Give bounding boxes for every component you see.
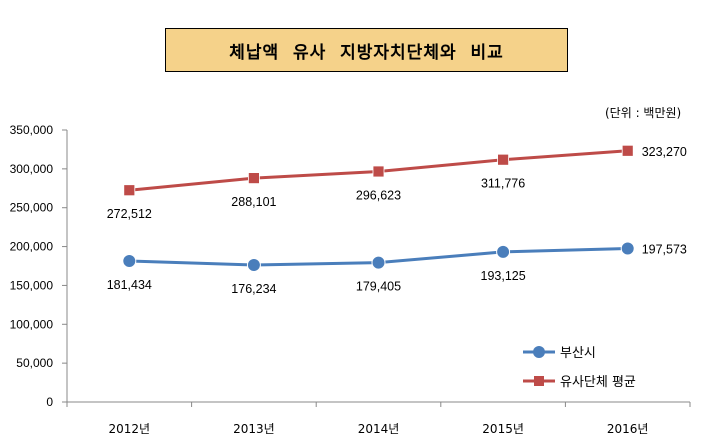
y-tick-label: 0 (46, 395, 53, 409)
y-tick-label: 200,000 (10, 240, 54, 254)
data-label: 323,270 (642, 145, 687, 159)
data-label: 288,101 (231, 195, 276, 209)
legend-label: 유사단체 평균 (560, 375, 636, 390)
data-point-marker (497, 153, 510, 166)
chart-title: 체납액 유사 지방자치단체와 비교 (165, 28, 568, 72)
x-tick-label: 2016년 (607, 422, 649, 436)
x-tick-label: 2013년 (233, 422, 275, 436)
data-point-marker (371, 255, 386, 270)
legend-swatch-marker (534, 376, 544, 386)
data-label: 176,234 (231, 282, 276, 296)
y-tick-label: 250,000 (10, 201, 54, 215)
data-point-marker (621, 144, 634, 157)
data-label: 181,434 (107, 278, 152, 292)
y-tick-label: 300,000 (10, 162, 54, 176)
data-label: 272,512 (107, 207, 152, 221)
data-label: 179,405 (356, 280, 401, 294)
unit-note: (단위 : 백만원) (605, 106, 682, 120)
y-tick-label: 150,000 (10, 278, 54, 292)
data-point-marker (123, 184, 136, 197)
x-tick-label: 2014년 (358, 422, 400, 436)
data-point-marker (496, 244, 511, 259)
legend-label: 부산시 (560, 346, 596, 361)
data-point-marker (247, 172, 260, 185)
legend-swatch-marker (533, 346, 545, 358)
data-label: 296,623 (356, 188, 401, 202)
data-label: 193,125 (481, 269, 526, 283)
data-point-marker (620, 241, 635, 256)
data-point-marker (122, 253, 137, 268)
y-tick-label: 100,000 (10, 317, 54, 331)
y-tick-label: 350,000 (10, 123, 54, 137)
y-tick-label: 50,000 (16, 356, 53, 370)
data-point-marker (372, 165, 385, 178)
data-label: 311,776 (481, 177, 525, 191)
x-tick-label: 2015년 (482, 422, 524, 436)
x-tick-label: 2012년 (109, 422, 151, 436)
data-point-marker (246, 258, 261, 273)
data-label: 197,573 (642, 242, 687, 256)
